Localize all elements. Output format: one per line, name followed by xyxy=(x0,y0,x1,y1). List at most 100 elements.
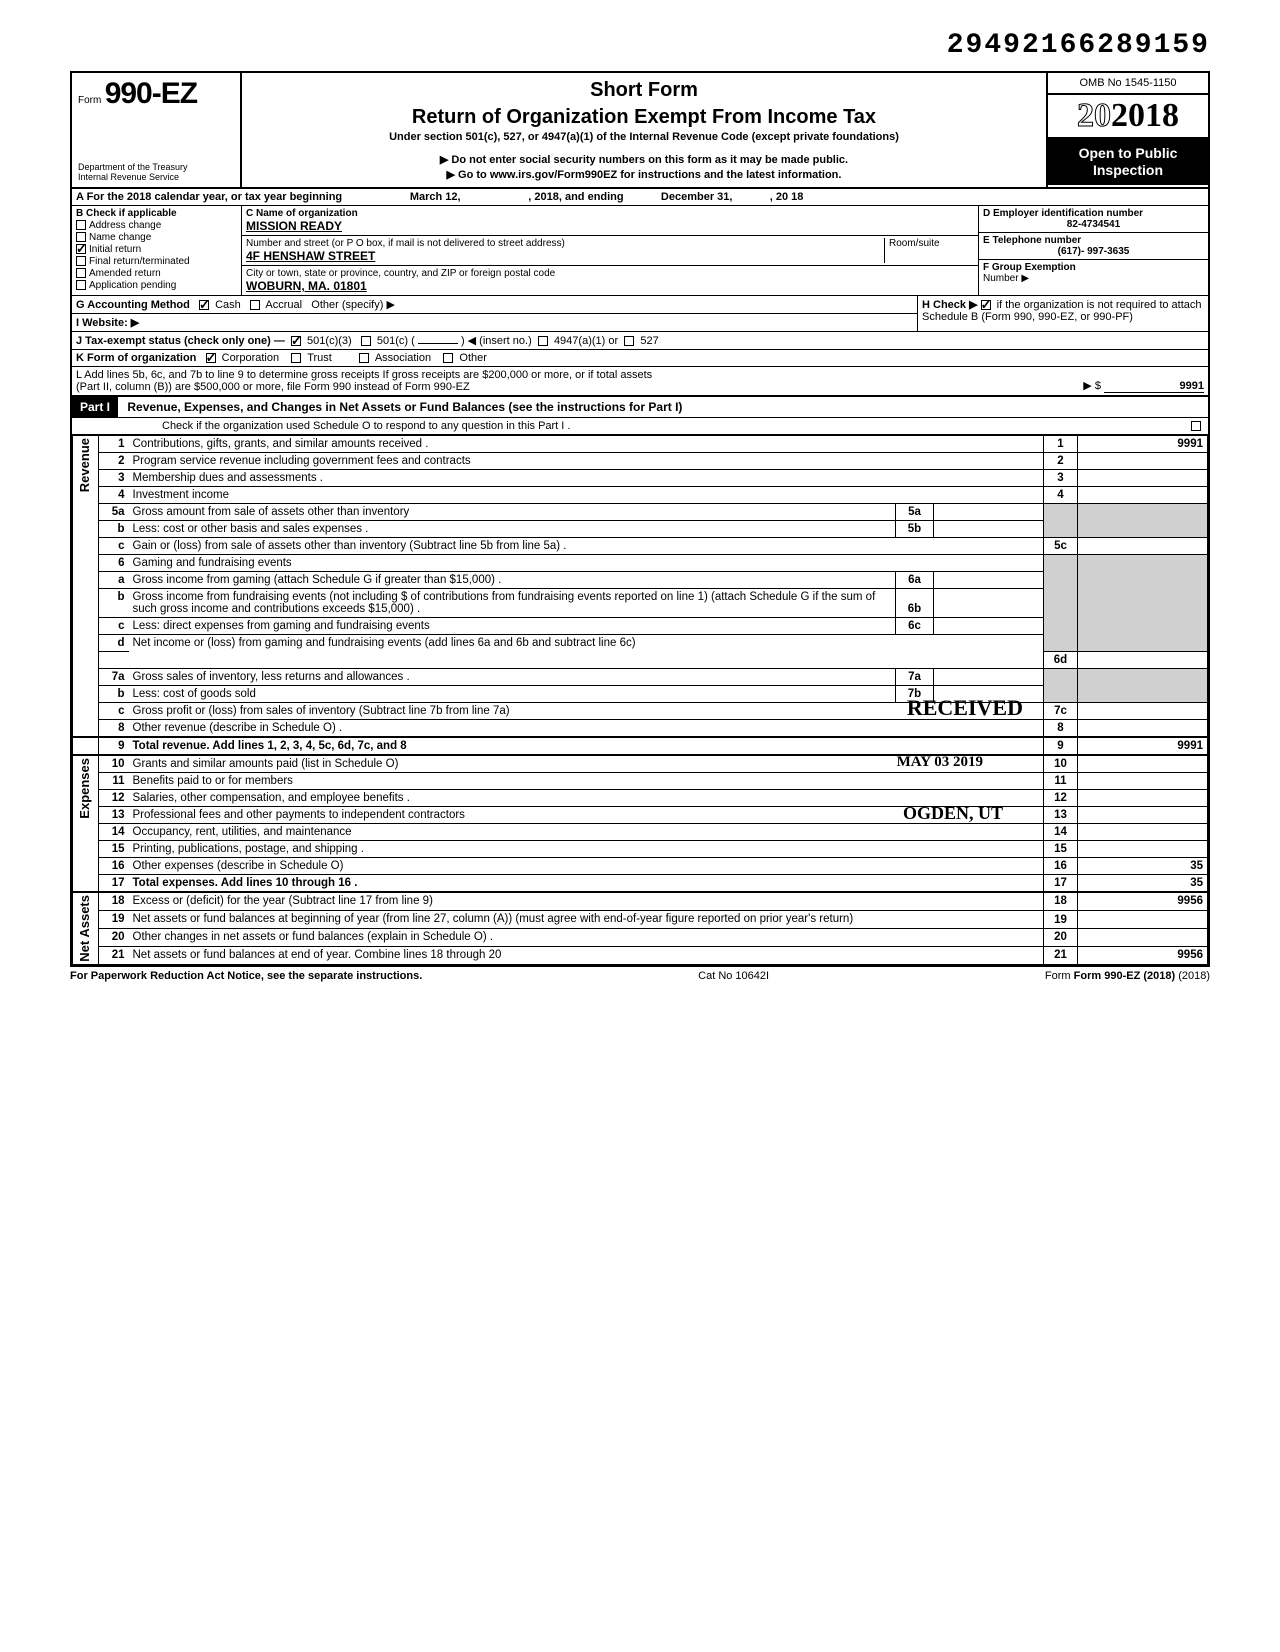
part1-check-row: Check if the organization used Schedule … xyxy=(72,418,1208,435)
line-h-label: H Check ▶ xyxy=(922,299,978,311)
part1-check-text: Check if the organization used Schedule … xyxy=(162,420,570,432)
line-10: Expenses 10 Grants and similar amounts p… xyxy=(73,755,1208,773)
line-14: 14Occupancy, rent, utilities, and mainte… xyxy=(73,824,1208,841)
lbl-527: 527 xyxy=(640,335,658,347)
line-7b: bLess: cost of goods sold7b xyxy=(73,686,1208,703)
stamp-date: MAY 03 2019 xyxy=(897,754,983,771)
line-6: 6Gaming and fundraising events xyxy=(73,555,1208,572)
lbl-corp: Corporation xyxy=(222,352,279,364)
line-6a: aGross income from gaming (attach Schedu… xyxy=(73,572,1208,589)
line-g-label: G Accounting Method xyxy=(76,299,190,311)
org-name: MISSION READY xyxy=(246,219,974,233)
part1-title: Revenue, Expenses, and Changes in Net As… xyxy=(121,397,688,417)
tax-year-begin: March 12, xyxy=(345,191,525,203)
chk-4947[interactable] xyxy=(538,336,548,346)
chk-assoc[interactable] xyxy=(359,353,369,363)
line-3: 3Membership dues and assessments .3 xyxy=(73,470,1208,487)
lbl-final-return: Final return/terminated xyxy=(89,256,190,267)
part1-header: Part I Revenue, Expenses, and Changes in… xyxy=(72,397,1208,418)
line-6d: 6d xyxy=(73,652,1208,669)
line-l-arrow: ▶ $ xyxy=(1083,380,1101,392)
line-j-label: J Tax-exempt status (check only one) — xyxy=(76,335,285,347)
part1-label: Part I xyxy=(72,397,118,417)
d7c: Gross profit or (loss) from sales of inv… xyxy=(133,705,510,717)
line-12: 12Salaries, other compensation, and empl… xyxy=(73,790,1208,807)
chk-pending[interactable] xyxy=(76,280,86,290)
line-19: 19Net assets or fund balances at beginni… xyxy=(73,910,1208,928)
chk-accrual[interactable] xyxy=(250,300,260,310)
form-number: 990-EZ xyxy=(105,77,197,110)
chk-527[interactable] xyxy=(624,336,634,346)
line-16: 16Other expenses (describe in Schedule O… xyxy=(73,858,1208,875)
header-center: Short Form Return of Organization Exempt… xyxy=(242,73,1048,187)
open-public-badge: Open to Public Inspection xyxy=(1048,139,1208,185)
line-9: 9Total revenue. Add lines 1, 2, 3, 4, 5c… xyxy=(73,737,1208,755)
chk-schedule-o[interactable] xyxy=(1191,421,1201,431)
lbl-address-change: Address change xyxy=(89,220,161,231)
chk-final-return[interactable] xyxy=(76,256,86,266)
entity-block: B Check if applicable Address change Nam… xyxy=(72,206,1208,296)
line-21: 21Net assets or fund balances at end of … xyxy=(73,946,1208,964)
lbl-accrual: Accrual xyxy=(265,299,302,311)
lbl-4947: 4947(a)(1) or xyxy=(554,335,618,347)
line-6c: cLess: direct expenses from gaming and f… xyxy=(73,618,1208,635)
omb-number: OMB No 1545-1150 xyxy=(1048,73,1208,95)
telephone: (617)- 997-3635 xyxy=(983,246,1204,257)
chk-amended[interactable] xyxy=(76,268,86,278)
line-17: 17Total expenses. Add lines 10 through 1… xyxy=(73,875,1208,893)
line-11: 11Benefits paid to or for members11 xyxy=(73,773,1208,790)
room-label: Room/suite xyxy=(889,238,974,249)
header-right: OMB No 1545-1150 202018 Open to Public I… xyxy=(1048,73,1208,187)
n1: 1 xyxy=(99,436,129,453)
line-7c: c Gross profit or (loss) from sales of i… xyxy=(73,703,1208,720)
ein: 82-4734541 xyxy=(983,219,1204,230)
section-f-label: F Group Exemption xyxy=(983,262,1204,273)
section-c: C Name of organization MISSION READY Num… xyxy=(242,206,978,295)
lbl-other-method: Other (specify) ▶ xyxy=(311,299,395,311)
lbl-other-org: Other xyxy=(459,352,487,364)
line-a-mid: , 2018, and ending xyxy=(528,191,623,203)
line-13: 13 Professional fees and other payments … xyxy=(73,807,1208,824)
chk-501c[interactable] xyxy=(361,336,371,346)
lbl-trust: Trust xyxy=(307,352,332,364)
chk-address-change[interactable] xyxy=(76,220,86,230)
checkbox-list: Address change Name change Initial retur… xyxy=(76,220,237,291)
bn1: 1 xyxy=(1044,436,1078,453)
d10: Grants and similar amounts paid (list in… xyxy=(133,758,399,770)
line-15: 15Printing, publications, postage, and s… xyxy=(73,841,1208,858)
chk-trust[interactable] xyxy=(291,353,301,363)
chk-corp[interactable] xyxy=(206,353,216,363)
lbl-assoc: Association xyxy=(375,352,431,364)
d13: Professional fees and other payments to … xyxy=(133,809,465,821)
line-i-label: I Website: ▶ xyxy=(76,317,139,329)
tax-year: 202018 xyxy=(1048,95,1208,139)
line-7a: 7aGross sales of inventory, less returns… xyxy=(73,669,1208,686)
chk-501c3[interactable] xyxy=(291,336,301,346)
line-1: Revenue 1 Contributions, gifts, grants, … xyxy=(73,436,1208,453)
ssn-note: ▶ Do not enter social security numbers o… xyxy=(252,153,1036,166)
footer-mid: Cat No 10642I xyxy=(698,970,769,982)
chk-schedule-b[interactable] xyxy=(981,300,991,310)
addr-label: Number and street (or P O box, if mail i… xyxy=(246,238,884,249)
chk-other-org[interactable] xyxy=(443,353,453,363)
chk-initial-return[interactable] xyxy=(76,244,86,254)
line-5c: cGain or (loss) from sale of assets othe… xyxy=(73,538,1208,555)
lines-ghi: G Accounting Method Cash Accrual Other (… xyxy=(72,296,1208,332)
form-title: Return of Organization Exempt From Incom… xyxy=(252,106,1036,129)
d1: Contributions, gifts, grants, and simila… xyxy=(133,438,429,450)
line-a-prefix: A For the 2018 calendar year, or tax yea… xyxy=(76,191,342,203)
lbl-initial-return: Initial return xyxy=(89,244,141,255)
line-18: Net Assets 18Excess or (deficit) for the… xyxy=(73,892,1208,910)
chk-cash[interactable] xyxy=(199,300,209,310)
footer-right: Form Form 990-EZ (2018) (2018) xyxy=(1045,970,1210,982)
section-b: B Check if applicable Address change Nam… xyxy=(72,206,242,295)
stamp-ogden: OGDEN, UT xyxy=(903,803,1003,824)
dln-number: 29492166289159 xyxy=(70,30,1210,61)
cat-net-assets: Net Assets xyxy=(77,895,92,962)
lbl-name-change: Name change xyxy=(89,232,151,243)
line-20: 20Other changes in net assets or fund ba… xyxy=(73,928,1208,946)
section-b-label: B Check if applicable xyxy=(76,208,237,219)
section-c-label: C Name of organization xyxy=(246,208,974,219)
lbl-amended: Amended return xyxy=(89,268,161,279)
line-8: 8Other revenue (describe in Schedule O) … xyxy=(73,720,1208,738)
